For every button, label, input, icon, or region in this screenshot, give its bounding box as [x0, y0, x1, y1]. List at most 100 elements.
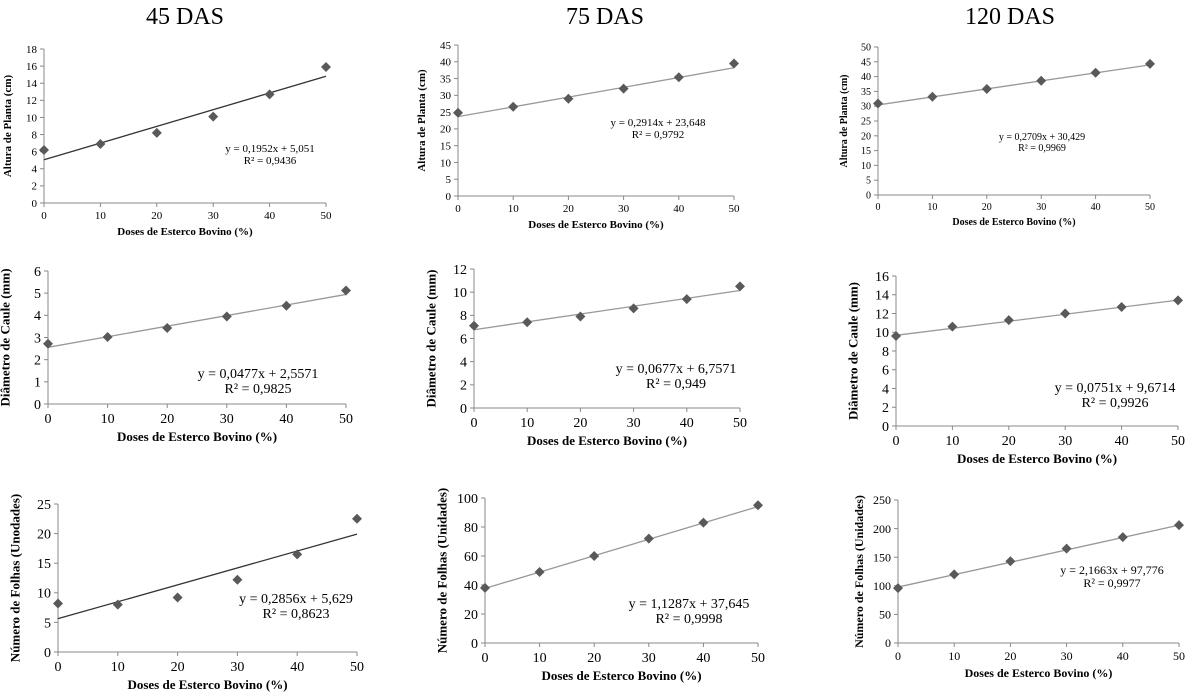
y-axis-label: Número de Folhas (Unidades): [434, 488, 449, 654]
trend-line: [897, 524, 1180, 588]
x-tick-label: 50: [1171, 434, 1185, 449]
data-point: [1117, 532, 1128, 543]
x-tick-label: 40: [673, 203, 685, 215]
y-tick-label: 2: [460, 379, 467, 394]
r-squared-label: R² = 0,949: [646, 377, 706, 392]
x-tick-label: 40: [264, 210, 276, 222]
y-axis-label: Altura de Planta (cm): [839, 74, 850, 167]
x-tick-label: 50: [339, 412, 353, 427]
x-tick-label: 10: [520, 416, 534, 431]
y-tick-label: 0: [32, 198, 38, 210]
r-squared-label: R² = 0,9998: [656, 612, 723, 627]
x-tick-label: 10: [508, 203, 520, 215]
x-tick-label: 20: [587, 651, 601, 666]
y-axis-label: Diâmetro de Caule (mm): [0, 268, 12, 406]
data-point: [893, 583, 903, 594]
y-tick-label: 8: [882, 345, 889, 360]
data-point: [321, 61, 331, 72]
column-title-75-das: 75 DAS: [565, 4, 644, 30]
x-tick-label: 0: [471, 416, 478, 431]
data-point: [208, 111, 219, 122]
data-point: [232, 574, 243, 585]
y-tick-label: 25: [440, 107, 452, 119]
data-point: [151, 127, 162, 138]
x-tick-label: 30: [1036, 202, 1046, 213]
x-tick-label: 10: [95, 210, 107, 222]
trend-line: [473, 289, 741, 331]
x-tick-label: 0: [45, 412, 52, 427]
y-tick-label: 5: [34, 287, 41, 302]
y-tick-label: 4: [882, 382, 889, 397]
y-tick-label: 60: [464, 550, 478, 565]
data-point: [102, 332, 113, 343]
x-tick-label: 0: [55, 660, 62, 675]
y-tick-label: 10: [37, 587, 51, 602]
y-tick-label: 4: [460, 356, 467, 371]
x-tick-label: 50: [1145, 202, 1155, 213]
data-point: [172, 592, 183, 603]
data-point: [563, 93, 574, 104]
data-point: [469, 320, 479, 331]
x-tick-label: 30: [230, 660, 244, 675]
data-point: [628, 303, 639, 314]
data-point: [1003, 315, 1014, 326]
data-point: [352, 513, 362, 524]
x-tick-label: 0: [482, 651, 489, 666]
y-tick-label: 50: [879, 608, 891, 622]
x-tick-label: 40: [696, 651, 710, 666]
y-tick-label: 12: [875, 307, 889, 322]
data-point: [1060, 308, 1071, 319]
y-tick-label: 2: [882, 401, 889, 416]
data-point: [162, 322, 173, 333]
data-point: [480, 582, 490, 593]
y-tick-label: 80: [464, 521, 478, 536]
x-tick-label: 20: [573, 416, 587, 431]
x-tick-label: 20: [1004, 649, 1016, 663]
x-tick-label: 10: [945, 434, 959, 449]
data-point: [753, 500, 763, 511]
y-tick-label: 16: [26, 61, 38, 73]
y-tick-label: 40: [440, 57, 452, 69]
x-tick-label: 30: [627, 416, 641, 431]
x-tick-label: 0: [893, 434, 900, 449]
y-tick-label: 18: [26, 44, 38, 56]
data-point: [1145, 58, 1155, 69]
x-axis-label: Doses de Esterco Bovino (%): [528, 219, 664, 231]
y-axis-label: Altura de Planta (cm): [416, 69, 428, 172]
y-tick-label: 5: [446, 174, 452, 186]
x-axis-label: Doses de Esterco Bovino (%): [952, 217, 1075, 228]
x-axis-label: Doses de Esterco Bovino (%): [965, 666, 1113, 680]
y-tick-label: 0: [34, 398, 41, 413]
data-point: [112, 599, 123, 610]
y-tick-label: 4: [32, 164, 38, 176]
x-tick-label: 30: [220, 412, 234, 427]
x-tick-label: 30: [208, 210, 220, 222]
trend-equation: y = 0,0677x + 6,7571: [616, 362, 737, 377]
y-tick-label: 10: [26, 112, 38, 124]
y-tick-label: 14: [875, 289, 889, 304]
y-tick-label: 0: [44, 646, 51, 661]
x-tick-label: 20: [151, 210, 163, 222]
data-point: [53, 598, 63, 609]
y-tick-label: 10: [861, 161, 871, 172]
trend-line: [484, 505, 759, 590]
trend-line: [47, 293, 347, 348]
r-squared-label: R² = 0,9977: [1083, 576, 1140, 590]
column-title-120-das: 120 DAS: [964, 4, 1055, 30]
r-squared-label: R² = 0,9969: [1018, 143, 1066, 154]
data-point: [1005, 556, 1016, 567]
x-tick-label: 40: [279, 412, 293, 427]
x-tick-label: 40: [1117, 649, 1129, 663]
y-tick-label: 6: [882, 364, 889, 379]
trend-equation: y = 0,1952x + 5,051: [225, 143, 314, 155]
y-tick-label: 2: [34, 354, 41, 369]
trend-equation: y = 1,1287x + 37,645: [629, 597, 750, 612]
trend-equation: y = 0,0751x + 9,6714: [1055, 381, 1176, 396]
x-tick-label: 50: [729, 203, 741, 215]
x-axis-label: Doses de Esterco Bovino (%): [117, 429, 277, 444]
data-point: [1090, 67, 1101, 78]
